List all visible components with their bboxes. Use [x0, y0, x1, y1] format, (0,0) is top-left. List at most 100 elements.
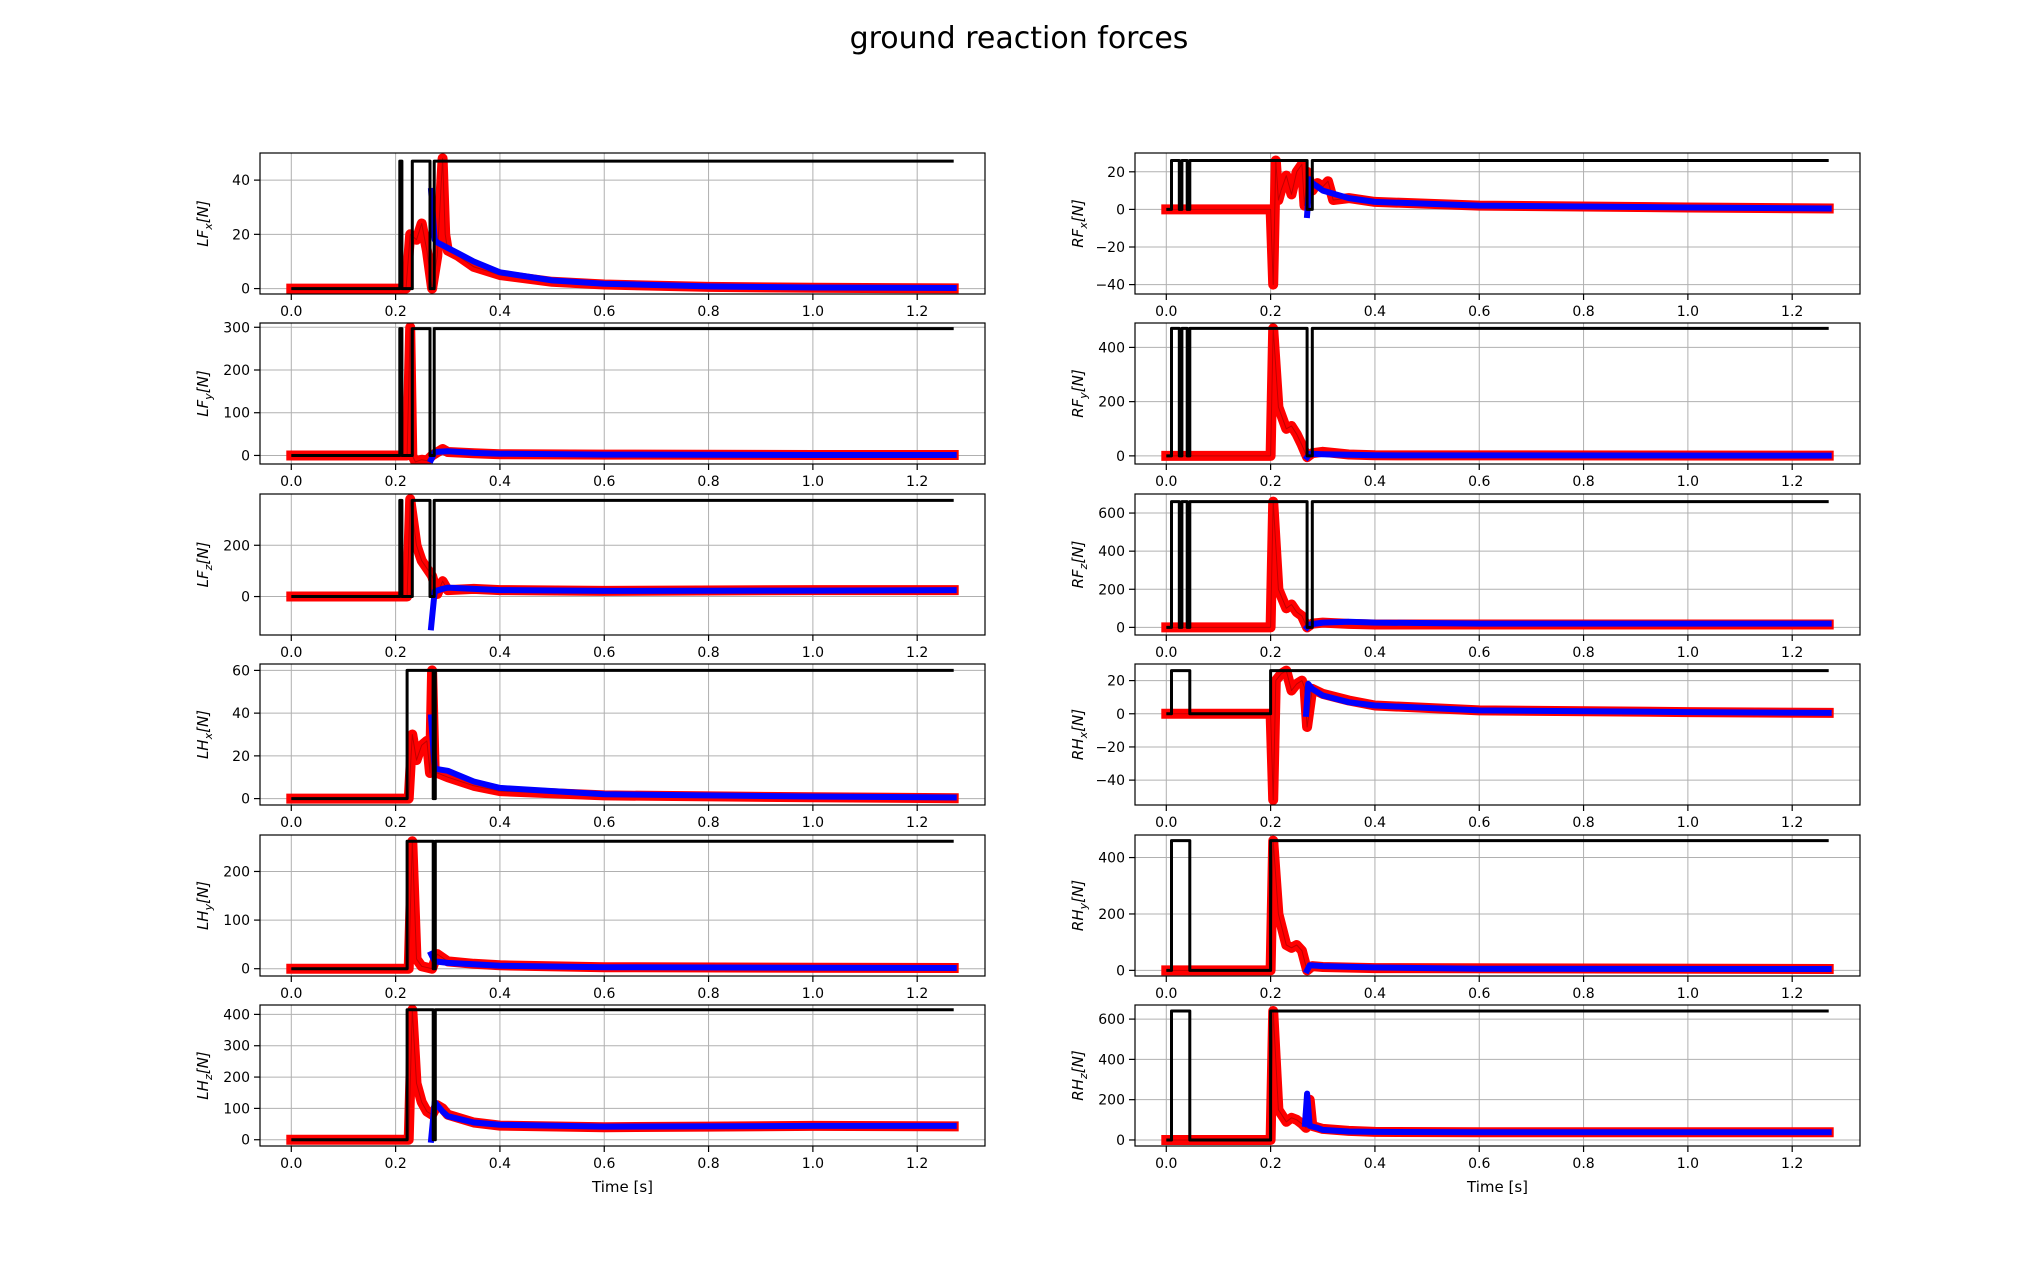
x-tick-label: 0.2 — [1259, 645, 1281, 661]
series-line-reference-edge — [1166, 160, 1829, 286]
axes-frame — [259, 152, 986, 295]
y-tick-label: 0 — [1116, 620, 1125, 636]
x-tick-label: 1.2 — [906, 474, 928, 490]
series-line-reference — [286, 153, 959, 294]
y-tick-label: 100 — [223, 913, 250, 929]
x-tick-label: 0.6 — [1468, 1156, 1490, 1172]
y-tick-label: 200 — [223, 363, 250, 379]
x-tick-label: 0.2 — [384, 645, 406, 661]
y-tick-label: 200 — [223, 864, 250, 880]
x-tick-label: 0.4 — [489, 815, 511, 831]
x-tick-label: 0.6 — [593, 815, 615, 831]
x-tick-label: 0.0 — [280, 645, 302, 661]
x-axis-label: Time [s] — [591, 1178, 653, 1196]
axes-frame — [1134, 834, 1861, 977]
x-tick-label: 0.2 — [384, 986, 406, 1002]
y-tick-label: 300 — [223, 1039, 250, 1055]
y-tick-label: 0 — [241, 590, 250, 606]
x-tick-label: 0.0 — [280, 1156, 302, 1172]
x-tick-label: 0.4 — [489, 474, 511, 490]
x-tick-label: 0.0 — [280, 815, 302, 831]
y-axis-label: LFx[N] — [194, 200, 215, 247]
x-tick-label: 0.4 — [1364, 815, 1386, 831]
x-tick-label: 0.8 — [697, 474, 719, 490]
y-tick-label: 0 — [241, 282, 250, 298]
x-tick-label: 0.8 — [1572, 815, 1594, 831]
y-axis-label: RFy[N] — [1069, 369, 1090, 418]
axes-frame — [1134, 663, 1861, 806]
y-axis-label: LHy[N] — [194, 881, 215, 930]
x-axis-label: Time [s] — [1466, 1178, 1528, 1196]
x-tick-label: 0.4 — [489, 645, 511, 661]
x-tick-label: 0.8 — [1572, 474, 1594, 490]
series-line-contact — [1166, 669, 1829, 716]
x-tick-label: 0.2 — [1259, 1156, 1281, 1172]
y-tick-label: 200 — [1098, 907, 1125, 923]
subplot-RHz: 0.0 0.2 0.4 0.6 0.8 1.0 1.2 0 200 400 600 RHz[N] Tim… — [1069, 1004, 1861, 1196]
y-tick-label: −20 — [1095, 240, 1125, 256]
x-tick-label: 1.2 — [906, 986, 928, 1002]
subplot-RFz: 0.0 0.2 0.4 0.6 0.8 1.0 1.2 0 200 400 600 RFz[N] — [1069, 493, 1861, 661]
y-axis-label: LFz[N] — [194, 542, 215, 588]
x-tick-label: 1.2 — [1781, 474, 1803, 490]
y-axis-label: LHz[N] — [194, 1051, 215, 1099]
series-line-reference-edge — [1166, 840, 1829, 971]
series-line-contact — [291, 327, 954, 457]
series-line-reference-edge — [291, 498, 954, 597]
y-tick-label: 60 — [232, 663, 250, 679]
axes-frame — [259, 663, 986, 806]
series-line-estimate — [427, 584, 957, 631]
x-tick-label: 1.0 — [1677, 986, 1699, 1002]
x-tick-label: 0.6 — [593, 986, 615, 1002]
subplots-grid: 0.0 0.2 0.4 0.6 0.8 1.0 1.2 0 20 40 LFx[N] 0.0 0.2 0.… — [194, 152, 1861, 1196]
series-line-contact — [291, 839, 954, 971]
series-line-reference-edge — [1166, 1010, 1829, 1141]
axes-frame — [1134, 322, 1861, 465]
series-line-contact — [1166, 839, 1829, 972]
y-tick-label: 0 — [1116, 707, 1125, 723]
y-axis-label: RHy[N] — [1069, 880, 1090, 931]
y-tick-label: 20 — [1107, 165, 1125, 181]
x-tick-label: 0.2 — [1259, 304, 1281, 320]
series-line-contact — [291, 668, 954, 801]
x-tick-label: 1.0 — [1677, 645, 1699, 661]
series-line-contact — [1166, 159, 1829, 211]
subplot-LFx: 0.0 0.2 0.4 0.6 0.8 1.0 1.2 0 20 40 LFx[N] — [194, 152, 986, 320]
x-tick-label: 0.8 — [1572, 1156, 1594, 1172]
y-tick-label: 40 — [232, 706, 250, 722]
axes-frame — [259, 1004, 986, 1147]
y-tick-label: 20 — [232, 749, 250, 765]
x-tick-label: 1.0 — [1677, 474, 1699, 490]
x-tick-label: 0.2 — [384, 815, 406, 831]
series-line-reference-edge — [291, 840, 954, 970]
y-tick-label: −40 — [1095, 278, 1125, 294]
x-tick-label: 0.8 — [1572, 986, 1594, 1002]
x-tick-label: 0.2 — [1259, 986, 1281, 1002]
series-line-contact — [291, 498, 954, 598]
series-line-reference — [286, 836, 959, 974]
y-axis-label: RHx[N] — [1069, 709, 1090, 760]
y-tick-label: 100 — [223, 406, 250, 422]
y-tick-label: 0 — [241, 962, 250, 978]
series-line-reference — [286, 665, 959, 804]
series-line-estimate — [427, 714, 957, 801]
y-tick-label: 600 — [1098, 1012, 1125, 1028]
figure-title: ground reaction forces — [850, 21, 1189, 56]
series-line-reference — [1161, 155, 1834, 290]
x-tick-label: 0.6 — [1468, 645, 1490, 661]
series-line-reference-edge — [291, 157, 954, 290]
x-tick-label: 0.0 — [1155, 1156, 1177, 1172]
axes-frame — [259, 322, 986, 465]
x-tick-label: 0.6 — [1468, 304, 1490, 320]
x-tick-label: 0.2 — [1259, 474, 1281, 490]
series-line-estimate — [1303, 176, 1832, 219]
x-tick-label: 0.0 — [280, 474, 302, 490]
x-tick-label: 1.0 — [1677, 815, 1699, 831]
x-tick-label: 1.2 — [1781, 1156, 1803, 1172]
series-line-reference — [286, 494, 959, 602]
y-tick-label: 400 — [1098, 340, 1125, 356]
x-tick-label: 0.6 — [593, 474, 615, 490]
axes-frame — [259, 834, 986, 977]
series-line-reference — [286, 1005, 959, 1145]
